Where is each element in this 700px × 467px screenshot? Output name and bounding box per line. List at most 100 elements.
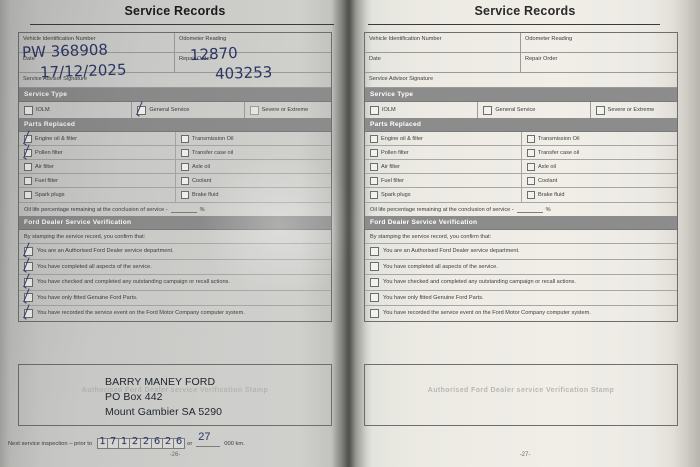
checkbox-transmission-oil[interactable] (181, 134, 189, 143)
service-type-iolm[interactable]: IOLM (19, 102, 131, 118)
verification-item-label: You have only fitted Genuine Ford Parts. (37, 294, 138, 301)
dealer-stamp-box[interactable]: Authorised Ford Dealer service Verificat… (364, 364, 678, 426)
checkbox-authorised-dealer[interactable] (370, 246, 379, 256)
verification-item-recorded-event[interactable]: You have recorded the service event on t… (19, 305, 331, 321)
verification-item-authorised-dealer[interactable]: You are an Authorised Ford Dealer servic… (19, 243, 331, 259)
service-type-severe-or-extreme[interactable]: Severe or Extreme (589, 102, 677, 118)
vin-cell[interactable]: Vehicle Identification Number (19, 33, 175, 52)
date-cell[interactable]: Date (19, 53, 175, 72)
checkbox-transfer-case-oil[interactable] (527, 148, 535, 157)
part-transmission-oil[interactable]: Transmission Oil (175, 132, 331, 145)
part-coolant[interactable]: Coolant (175, 174, 331, 187)
checkbox-spark-plugs[interactable] (24, 191, 32, 199)
verification-item-genuine-parts[interactable]: You have only fitted Genuine Ford Parts. (365, 289, 677, 306)
checkbox-genuine-parts[interactable] (24, 293, 33, 303)
checkbox-brake-fluid[interactable] (527, 191, 535, 199)
checkbox-severe-or-extreme[interactable] (249, 105, 259, 115)
checkbox-general-service[interactable] (137, 105, 147, 115)
checkbox-campaign-recall[interactable] (24, 277, 33, 287)
verification-item-campaign-recall[interactable]: You have checked and completed any outst… (365, 274, 677, 290)
checkbox-coolant[interactable] (527, 176, 535, 185)
checkbox-axle-oil[interactable] (527, 162, 535, 171)
checkbox-completed-service[interactable] (24, 262, 33, 272)
checkbox-transmission-oil[interactable] (527, 134, 535, 143)
part-pollen-filter[interactable]: Pollen filter (19, 146, 175, 159)
signature-cell[interactable]: Service Advisor Signature (365, 73, 677, 87)
checkbox-severe-or-extreme[interactable] (595, 105, 605, 115)
part-engine-oil-filter[interactable]: Engine oil & filter (365, 132, 521, 145)
checkbox-air-filter[interactable] (24, 162, 32, 171)
oil-life-input[interactable] (516, 207, 543, 213)
dealer-stamp-impression: BARRY MANEY FORD PO Box 442 Mount Gambie… (105, 375, 222, 420)
checkbox-recorded-event[interactable] (24, 308, 33, 318)
checkbox-brake-fluid[interactable] (181, 191, 189, 199)
service-type-iolm[interactable]: IOLM (365, 102, 477, 118)
checkbox-axle-oil[interactable] (181, 162, 189, 171)
checkbox-general-service[interactable] (483, 105, 493, 115)
checkbox-pollen-filter[interactable] (370, 148, 378, 157)
part-engine-oil-filter[interactable]: Engine oil & filter (19, 132, 175, 145)
next-service-km-input[interactable]: 27 (196, 431, 221, 447)
date-cell[interactable]: Date (365, 53, 521, 72)
part-transmission-oil[interactable]: Transmission Oil (521, 132, 677, 145)
checkbox-fuel-filter[interactable] (24, 176, 32, 185)
service-type-general-service[interactable]: General Service (131, 102, 243, 118)
checkbox-iolm[interactable] (24, 105, 33, 115)
part-transfer-case-oil[interactable]: Transfer case oil (175, 146, 331, 159)
checkbox-authorised-dealer[interactable] (24, 246, 33, 256)
part-pollen-filter[interactable]: Pollen filter (365, 146, 521, 159)
date-hint: Y (166, 441, 170, 446)
checkbox-coolant[interactable] (181, 176, 189, 185)
part-air-filter[interactable]: Air filter (19, 160, 175, 173)
verification-item-authorised-dealer[interactable]: You are an Authorised Ford Dealer servic… (365, 243, 677, 259)
part-brake-fluid[interactable]: Brake fluid (521, 188, 677, 202)
oil-life-input[interactable] (170, 207, 197, 213)
signature-cell[interactable]: Service Advisor Signature (19, 73, 331, 87)
odometer-cell[interactable]: Odometer Reading (521, 33, 677, 52)
part-coolant[interactable]: Coolant (521, 174, 677, 187)
verification-item-completed-service[interactable]: You have completed all aspects of the se… (365, 258, 677, 275)
part-axle-oil[interactable]: Axle oil (175, 160, 331, 173)
checkbox-transfer-case-oil[interactable] (181, 148, 189, 157)
part-brake-fluid[interactable]: Brake fluid (175, 188, 331, 202)
verification-item-recorded-event[interactable]: You have recorded the service event on t… (365, 305, 677, 321)
verification-item-campaign-recall[interactable]: You have checked and completed any outst… (19, 274, 331, 290)
service-type-general-service[interactable]: General Service (477, 102, 589, 118)
date-hint: Y (144, 441, 148, 446)
part-fuel-filter[interactable]: Fuel filter (19, 174, 175, 187)
verification-item-genuine-parts[interactable]: You have only fitted Genuine Ford Parts. (19, 289, 331, 306)
checkbox-air-filter[interactable] (370, 162, 378, 171)
part-transfer-case-oil[interactable]: Transfer case oil (521, 146, 677, 159)
dealer-stamp-box[interactable]: Authorised Ford Dealer service Verificat… (18, 364, 332, 426)
part-axle-oil[interactable]: Axle oil (521, 160, 677, 173)
checkbox-iolm[interactable] (370, 105, 379, 115)
part-spark-plugs[interactable]: Spark plugs (19, 188, 175, 202)
checkbox-fuel-filter[interactable] (370, 176, 378, 185)
verification-item-completed-service[interactable]: You have completed all aspects of the se… (19, 258, 331, 275)
service-type-severe-or-extreme[interactable]: Severe or Extreme (243, 102, 331, 118)
checkbox-spark-plugs[interactable] (370, 191, 378, 199)
checkbox-completed-service[interactable] (370, 262, 379, 272)
part-air-filter[interactable]: Air filter (365, 160, 521, 173)
checkbox-engine-oil-filter[interactable] (24, 134, 32, 143)
checkbox-engine-oil-filter[interactable] (370, 134, 378, 143)
odometer-cell[interactable]: Odometer Reading (175, 33, 331, 52)
checkbox-genuine-parts[interactable] (370, 293, 379, 303)
repair-order-cell[interactable]: Repair Order (175, 53, 331, 72)
checkbox-pollen-filter[interactable] (24, 148, 32, 157)
part-fuel-filter[interactable]: Fuel filter (365, 174, 521, 187)
checkbox-campaign-recall[interactable] (370, 277, 379, 287)
repair-order-cell[interactable]: Repair Order (521, 53, 677, 72)
checkbox-recorded-event[interactable] (370, 308, 379, 318)
vin-cell[interactable]: Vehicle Identification Number (365, 33, 521, 52)
part-spark-plugs[interactable]: Spark plugs (365, 188, 521, 202)
